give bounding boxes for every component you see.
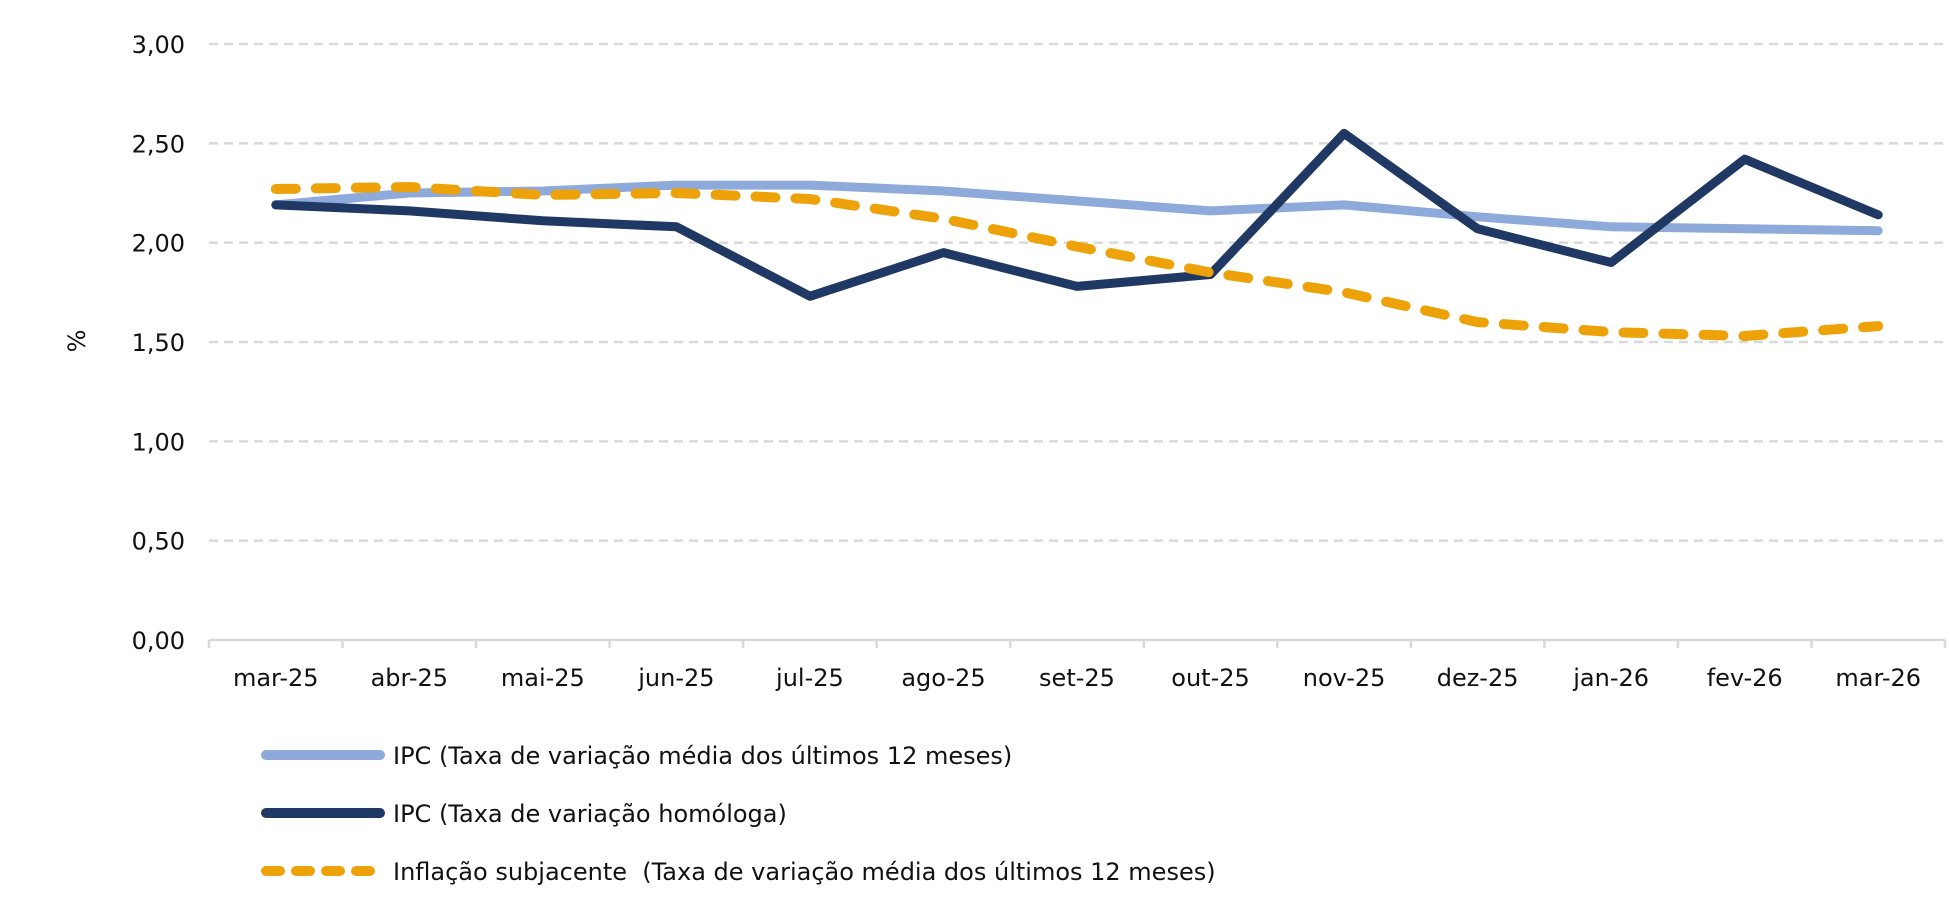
y-tick-label: 2,50 — [132, 130, 185, 158]
x-tick-label: mar-26 — [1835, 664, 1921, 692]
y-tick-label: 1,50 — [132, 329, 185, 357]
x-tick-label: mar-25 — [233, 664, 319, 692]
gridlines — [209, 42, 1945, 542]
y-tick-label: 0,50 — [132, 528, 185, 556]
series-lines — [270, 128, 1884, 341]
legend-item: IPC (Taxa de variação média dos últimos … — [261, 742, 1012, 770]
legend-label: IPC (Taxa de variação homóloga) — [393, 800, 787, 828]
x-tick-label: ago-25 — [901, 664, 985, 692]
series-line-1 — [271, 180, 1883, 236]
legend: IPC (Taxa de variação média dos últimos … — [261, 742, 1216, 886]
y-axis-label: % — [63, 330, 91, 353]
series-line-2 — [271, 128, 1883, 301]
legend-label: Inflação subjacente (Taxa de variação mé… — [393, 858, 1216, 886]
x-tick-label: dez-25 — [1437, 664, 1519, 692]
y-axis-tick-labels: 0,00 0,50 1,00 1,50 2,00 2,50 3,00 — [132, 31, 185, 655]
y-tick-label: 0,00 — [132, 627, 185, 655]
legend-item: IPC (Taxa de variação homóloga) — [261, 800, 787, 828]
x-axis-tick-labels: mar-25 abr-25 mai-25 jun-25 jul-25 ago-25 set-… — [233, 664, 1921, 692]
x-tick-label: set-25 — [1039, 664, 1115, 692]
x-tick-label: nov-25 — [1303, 664, 1386, 692]
series-line-3 — [270, 182, 1884, 341]
x-tick-label: jan-26 — [1572, 664, 1649, 692]
y-tick-label: 1,00 — [132, 428, 185, 456]
legend-label: IPC (Taxa de variação média dos últimos … — [393, 742, 1012, 770]
legend-item: Inflação subjacente (Taxa de variação mé… — [261, 858, 1216, 886]
x-tick-label: out-25 — [1171, 664, 1250, 692]
y-tick-label: 2,00 — [132, 230, 185, 258]
x-tick-label: jun-25 — [637, 664, 714, 692]
x-tick-label: abr-25 — [371, 664, 448, 692]
x-tick-label: jul-25 — [775, 664, 844, 692]
x-tick-label: mai-25 — [501, 664, 585, 692]
x-axis — [207, 638, 1947, 648]
x-tick-label: fev-26 — [1707, 664, 1783, 692]
y-tick-label: 3,00 — [132, 31, 185, 59]
